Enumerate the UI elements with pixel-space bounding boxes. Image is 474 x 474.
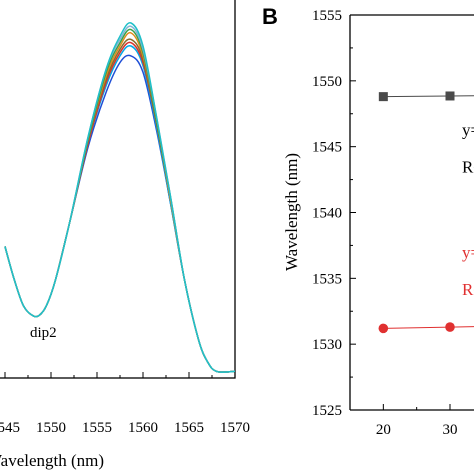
panel-b-y-axis-label: Wavelength (nm) xyxy=(282,153,301,271)
panel-b-x-ticks: 20 30 xyxy=(376,404,458,438)
x-tick-label: 30 xyxy=(443,422,458,438)
series-line-8 xyxy=(4,22,236,373)
y-tick-label: 1525 xyxy=(312,403,342,419)
x-tick-label: 1545 xyxy=(0,420,20,436)
y-tick-label: 1545 xyxy=(312,140,342,156)
annotation-dip2: dip2 xyxy=(30,325,57,341)
fit-annotation-4: R²=0.89 xyxy=(462,280,474,299)
fit-line-1 xyxy=(383,95,474,98)
panel-b-annotations: y=1548 R²=0.94 y=1531 R²=0.89 xyxy=(462,121,474,299)
data-point-square xyxy=(445,91,455,101)
series-line-5 xyxy=(4,31,236,373)
panel-b-y-ticks: 1525 1530 1535 1540 1545 1550 1555 xyxy=(312,8,356,419)
panel-a-series-group xyxy=(4,22,236,373)
series-line-4 xyxy=(4,38,236,373)
fit-annotation-3: y=1531 xyxy=(462,243,474,262)
x-tick-label: 20 xyxy=(376,422,391,438)
data-point-circle xyxy=(445,322,455,332)
x-tick-label: 1550 xyxy=(36,420,66,436)
panel-a-x-ticks: 1545 1550 1555 1560 1565 1570 xyxy=(0,372,250,436)
x-tick-label: 1565 xyxy=(174,420,204,436)
panel-a: 1545 1550 1555 1560 1565 1570 dip2 Wavelength… xyxy=(0,0,250,470)
series-line-6 xyxy=(4,28,236,373)
x-tick-label: 1570 xyxy=(220,420,250,436)
x-tick-label: 1560 xyxy=(128,420,158,436)
series-line-7 xyxy=(4,25,236,373)
y-tick-label: 1535 xyxy=(312,271,342,287)
panel-a-x-axis-label: Wavelength (nm) xyxy=(0,451,104,470)
data-point-square xyxy=(378,92,388,102)
data-point-circle xyxy=(378,323,389,334)
fit-line-2 xyxy=(383,326,474,329)
y-tick-label: 1550 xyxy=(312,74,342,90)
x-tick-label: 1555 xyxy=(82,420,112,436)
y-tick-label: 1555 xyxy=(312,8,342,24)
panel-b-series-group xyxy=(378,91,474,334)
y-tick-label: 1530 xyxy=(312,337,342,353)
fit-annotation-2: R²=0.94 xyxy=(462,157,474,176)
panel-b-letter: B xyxy=(262,4,278,29)
fit-annotation-1: y=1548 xyxy=(462,121,474,140)
series-line-3 xyxy=(4,41,236,373)
panel-a-frame xyxy=(0,0,236,379)
series-line-2 xyxy=(4,44,236,373)
y-tick-label: 1540 xyxy=(312,206,342,222)
